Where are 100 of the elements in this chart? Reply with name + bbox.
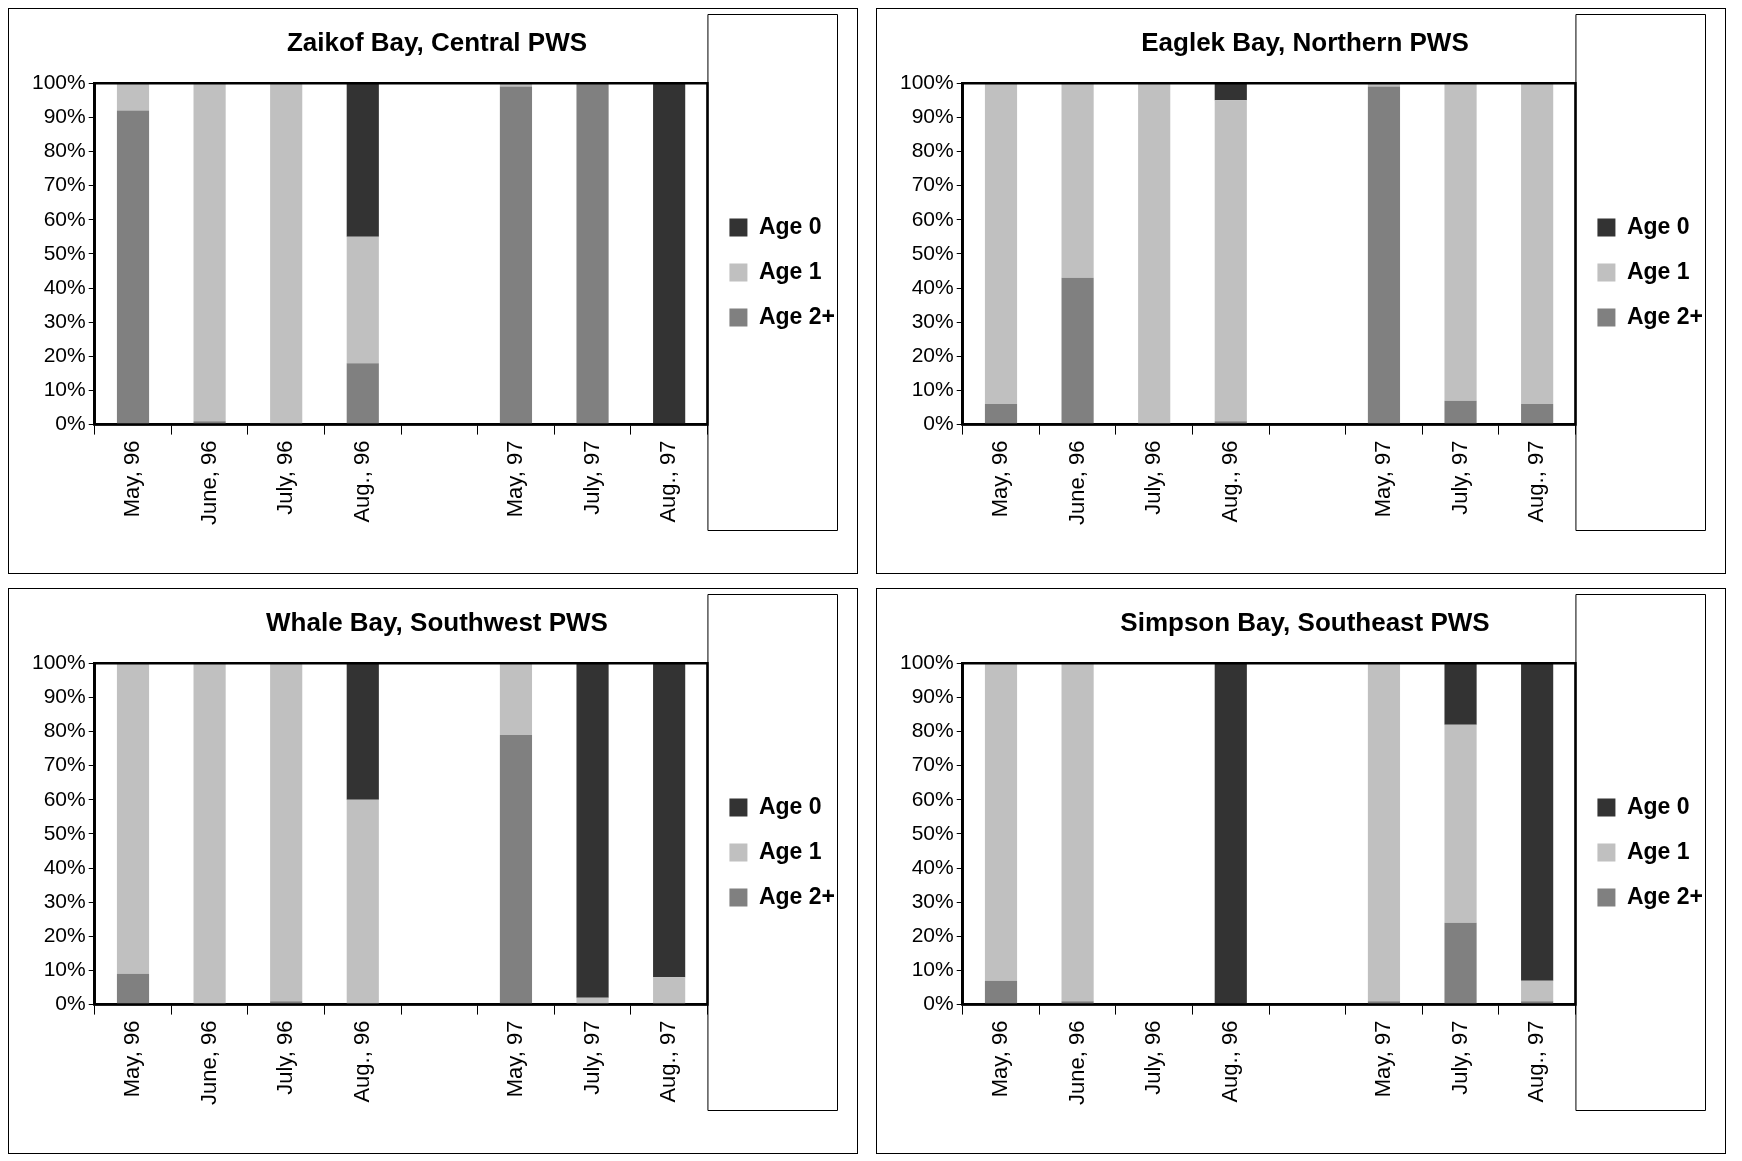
bar bbox=[116, 110, 150, 425]
bar bbox=[1367, 86, 1401, 425]
y-tick-label: 10% bbox=[43, 957, 86, 981]
x-tick-label: May, 96 bbox=[119, 440, 145, 518]
x-tick-label: June, 96 bbox=[195, 440, 221, 525]
bar bbox=[116, 663, 150, 974]
x-tick-label: Aug., 97 bbox=[655, 1020, 681, 1103]
y-tick-label: 0% bbox=[55, 411, 86, 435]
bar bbox=[653, 977, 686, 1005]
y-tick-label: 80% bbox=[43, 718, 86, 742]
x-tick-label: Aug., 96 bbox=[348, 440, 374, 523]
bar bbox=[346, 83, 379, 237]
bar bbox=[1061, 663, 1094, 1002]
bar bbox=[1521, 83, 1554, 405]
y-tick-label: 70% bbox=[911, 172, 954, 196]
bar bbox=[346, 363, 379, 425]
y-tick-label: 50% bbox=[43, 820, 86, 844]
bar bbox=[1521, 980, 1554, 1002]
x-tick-label: July, 97 bbox=[1446, 1020, 1472, 1095]
y-tick-label: 40% bbox=[43, 854, 86, 878]
y-tick-label: 50% bbox=[911, 240, 954, 264]
bar bbox=[499, 663, 533, 735]
bar bbox=[653, 83, 686, 425]
x-tick-label: June, 96 bbox=[195, 1020, 221, 1105]
x-tick-label: July, 97 bbox=[578, 440, 604, 515]
bar bbox=[984, 980, 1018, 1005]
bar bbox=[346, 799, 379, 1005]
legend-label: Age 0 bbox=[758, 792, 822, 819]
y-tick-label: 90% bbox=[911, 104, 954, 128]
bar bbox=[116, 973, 150, 1005]
bar bbox=[193, 663, 226, 1005]
bar bbox=[1444, 83, 1477, 401]
y-tick-label: 60% bbox=[911, 206, 954, 230]
y-tick-label: 60% bbox=[911, 786, 954, 810]
bar bbox=[1444, 724, 1477, 923]
chart-title: Zaikof Bay, Central PWS bbox=[286, 26, 588, 57]
y-tick-label: 100% bbox=[899, 650, 954, 673]
chart-title: Simpson Bay, Southeast PWS bbox=[1120, 606, 1490, 637]
bar bbox=[346, 236, 379, 364]
bar bbox=[270, 663, 303, 1002]
y-tick-label: 50% bbox=[911, 820, 954, 844]
x-tick-label: July, 97 bbox=[1446, 440, 1472, 515]
y-tick-label: 100% bbox=[899, 70, 954, 93]
y-tick-label: 30% bbox=[43, 888, 86, 912]
y-tick-label: 90% bbox=[911, 684, 954, 708]
x-tick-label: Aug., 96 bbox=[1216, 1020, 1242, 1103]
legend-label: Age 2+ bbox=[758, 302, 836, 329]
y-tick-label: 10% bbox=[911, 377, 954, 401]
bar bbox=[1138, 83, 1171, 425]
bar bbox=[1521, 663, 1554, 981]
x-tick-label: May, 96 bbox=[119, 1020, 145, 1098]
y-tick-label: 70% bbox=[43, 172, 86, 196]
x-tick-label: Aug., 96 bbox=[348, 1020, 374, 1103]
y-tick-label: 0% bbox=[55, 991, 86, 1015]
bar bbox=[984, 663, 1018, 981]
bar bbox=[499, 86, 533, 425]
x-tick-label: Aug., 96 bbox=[1216, 440, 1242, 523]
bar bbox=[270, 83, 303, 425]
legend-label: Age 0 bbox=[1626, 212, 1690, 239]
y-tick-label: 0% bbox=[923, 411, 954, 435]
y-tick-label: 70% bbox=[911, 752, 954, 776]
y-tick-label: 10% bbox=[911, 957, 954, 981]
x-tick-label: July, 96 bbox=[272, 440, 298, 515]
y-tick-label: 80% bbox=[43, 138, 86, 162]
y-tick-label: 70% bbox=[43, 752, 86, 776]
x-tick-label: July, 96 bbox=[272, 1020, 298, 1095]
bar bbox=[1444, 922, 1477, 1005]
bar bbox=[984, 83, 1018, 405]
y-tick-label: 40% bbox=[43, 274, 86, 298]
x-tick-label: Aug., 97 bbox=[655, 440, 681, 523]
y-tick-label: 80% bbox=[911, 718, 954, 742]
y-tick-label: 30% bbox=[43, 308, 86, 332]
legend-label: Age 0 bbox=[1626, 792, 1690, 819]
y-tick-label: 0% bbox=[923, 991, 954, 1015]
x-tick-label: July, 96 bbox=[1140, 440, 1166, 515]
y-tick-label: 40% bbox=[911, 274, 954, 298]
x-tick-label: July, 96 bbox=[1140, 1020, 1166, 1095]
y-tick-label: 90% bbox=[43, 684, 86, 708]
x-tick-label: Aug., 97 bbox=[1523, 1020, 1549, 1103]
chart-title: Eaglek Bay, Northern PWS bbox=[1141, 26, 1469, 57]
bar bbox=[1521, 404, 1554, 425]
legend-label: Age 2+ bbox=[758, 882, 836, 909]
legend-label: Age 1 bbox=[758, 257, 822, 284]
x-tick-label: May, 97 bbox=[1370, 1020, 1396, 1098]
x-tick-label: May, 97 bbox=[502, 440, 528, 518]
bar bbox=[1214, 663, 1247, 1005]
bar bbox=[653, 663, 686, 978]
bar bbox=[984, 404, 1018, 425]
bar bbox=[576, 663, 609, 998]
x-tick-label: June, 96 bbox=[1063, 440, 1089, 525]
bar bbox=[1061, 83, 1094, 278]
y-tick-label: 50% bbox=[43, 240, 86, 264]
y-tick-label: 100% bbox=[31, 650, 86, 673]
y-tick-label: 20% bbox=[911, 343, 954, 367]
bar bbox=[1444, 663, 1477, 725]
y-tick-label: 100% bbox=[31, 70, 86, 93]
legend-label: Age 0 bbox=[758, 212, 822, 239]
x-tick-label: June, 96 bbox=[1063, 1020, 1089, 1105]
bar bbox=[499, 734, 533, 1005]
y-tick-label: 60% bbox=[43, 786, 86, 810]
